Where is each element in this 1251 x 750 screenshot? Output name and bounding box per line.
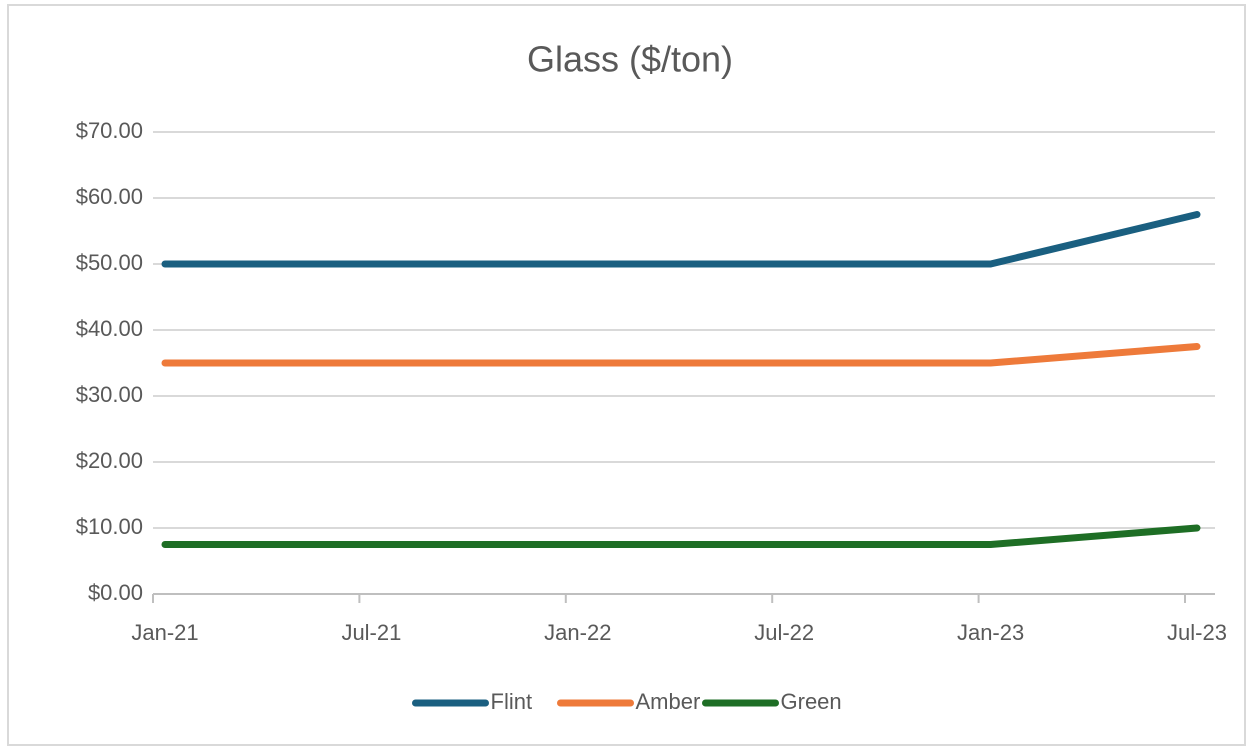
y-tick-label: $60.00 (76, 184, 143, 209)
legend-label: Green (781, 689, 842, 714)
y-tick-label: $20.00 (76, 448, 143, 473)
y-tick-label: $50.00 (76, 250, 143, 275)
x-tick-label: Jul-22 (754, 620, 814, 645)
x-tick-label: Jul-21 (341, 620, 401, 645)
chart-title: Glass ($/ton) (527, 39, 733, 80)
y-tick-label: $70.00 (76, 118, 143, 143)
series-line (161, 524, 1201, 548)
x-tick-label: Jan-22 (544, 620, 611, 645)
y-tick-label: $0.00 (88, 580, 143, 605)
x-tick-label: Jan-21 (131, 620, 198, 645)
x-tick-label: Jul-23 (1167, 620, 1227, 645)
chart-border (7, 4, 1246, 746)
y-tick-label: $40.00 (76, 316, 143, 341)
y-tick-label: $10.00 (76, 514, 143, 539)
series-line (161, 211, 1201, 268)
legend-label: Flint (491, 689, 533, 714)
legend-label: Amber (636, 689, 701, 714)
series-line (161, 343, 1201, 367)
x-tick-label: Jan-23 (957, 620, 1024, 645)
y-tick-label: $30.00 (76, 382, 143, 407)
